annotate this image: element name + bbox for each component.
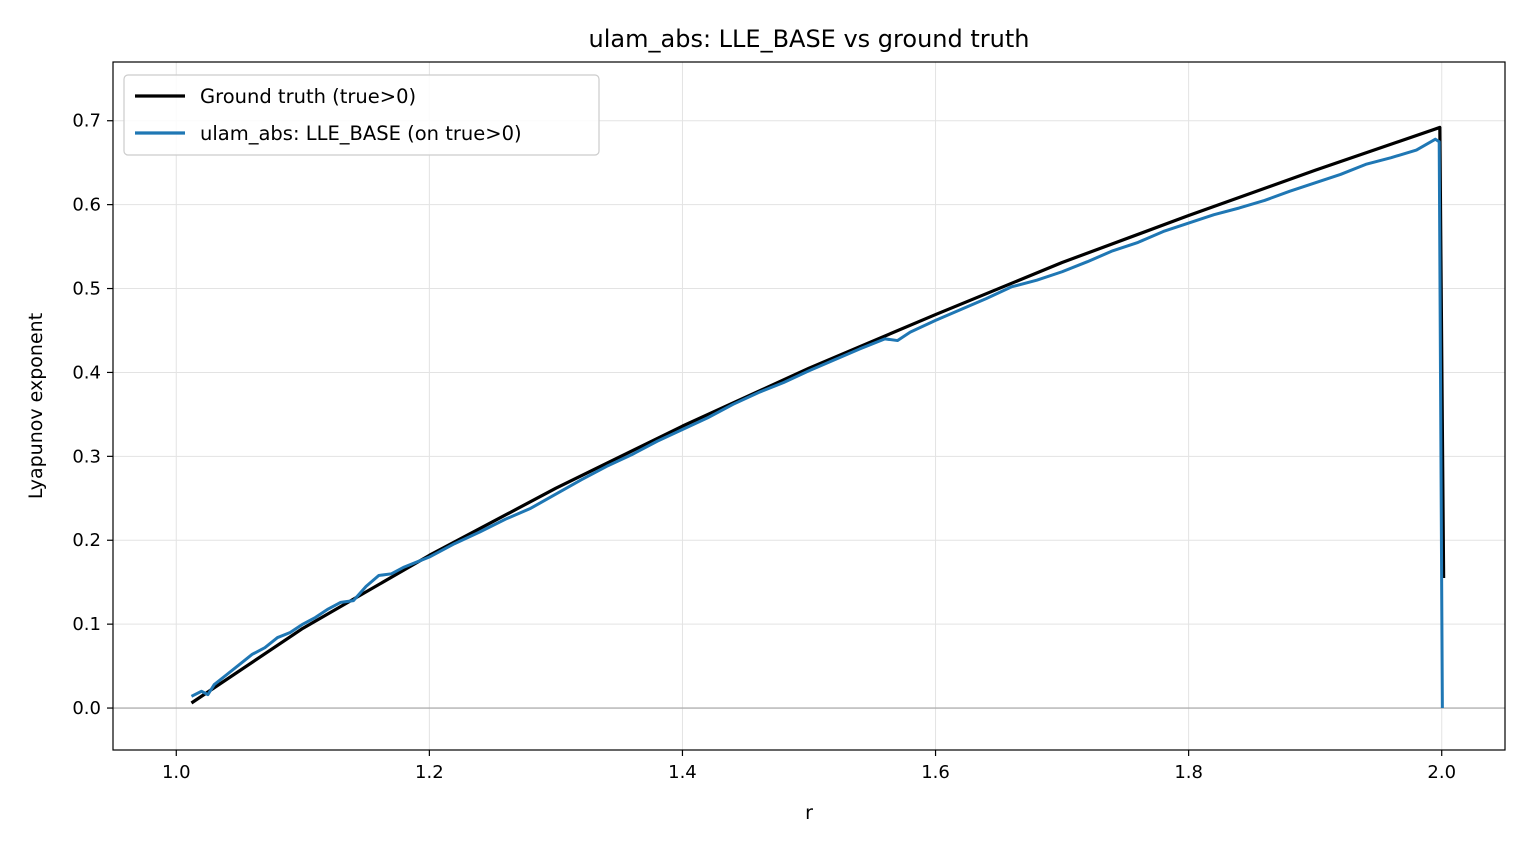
legend-box xyxy=(123,74,600,156)
axes-frame xyxy=(112,61,1506,751)
series-layer xyxy=(190,125,1446,709)
x-tick-label: 1.6 xyxy=(921,762,950,783)
y-tick-label: 0.6 xyxy=(72,195,101,216)
x-tick-label: 1.0 xyxy=(162,762,191,783)
x-tick-label: 1.4 xyxy=(668,762,697,783)
legend-label-0: Ground truth (true>0) xyxy=(200,85,416,108)
y-tick-label: 0.4 xyxy=(72,362,101,383)
y-tick-label: 0.2 xyxy=(72,530,101,551)
x-tick-label: 2.0 xyxy=(1427,762,1456,783)
chart-title: ulam_abs: LLE_BASE vs ground truth xyxy=(589,25,1030,53)
y-axis: 0.0 0.1 0.2 0.3 0.4 0.5 0.6 0.7 xyxy=(72,111,113,719)
series-line-0 xyxy=(190,125,1446,705)
legend-label-1: ulam_abs: LLE_BASE (on true>0) xyxy=(200,122,522,145)
plot-area xyxy=(113,62,1505,750)
y-tick-label: 0.3 xyxy=(72,446,101,467)
x-axis-label: r xyxy=(805,802,813,824)
y-axis-label: Lyapunov exponent xyxy=(25,313,47,499)
y-tick-label: 0.0 xyxy=(72,698,101,719)
y-tick-label: 0.7 xyxy=(72,111,101,132)
series-line-1 xyxy=(190,137,1444,709)
x-tick-label: 1.2 xyxy=(415,762,444,783)
x-tick-label: 1.8 xyxy=(1174,762,1203,783)
y-tick-label: 0.5 xyxy=(72,279,101,300)
x-axis: 1.0 1.2 1.4 1.6 1.8 2.0 xyxy=(162,750,1456,783)
y-tick-label: 0.1 xyxy=(72,614,101,635)
legend: Ground truth (true>0) ulam_abs: LLE_BASE … xyxy=(123,74,600,156)
